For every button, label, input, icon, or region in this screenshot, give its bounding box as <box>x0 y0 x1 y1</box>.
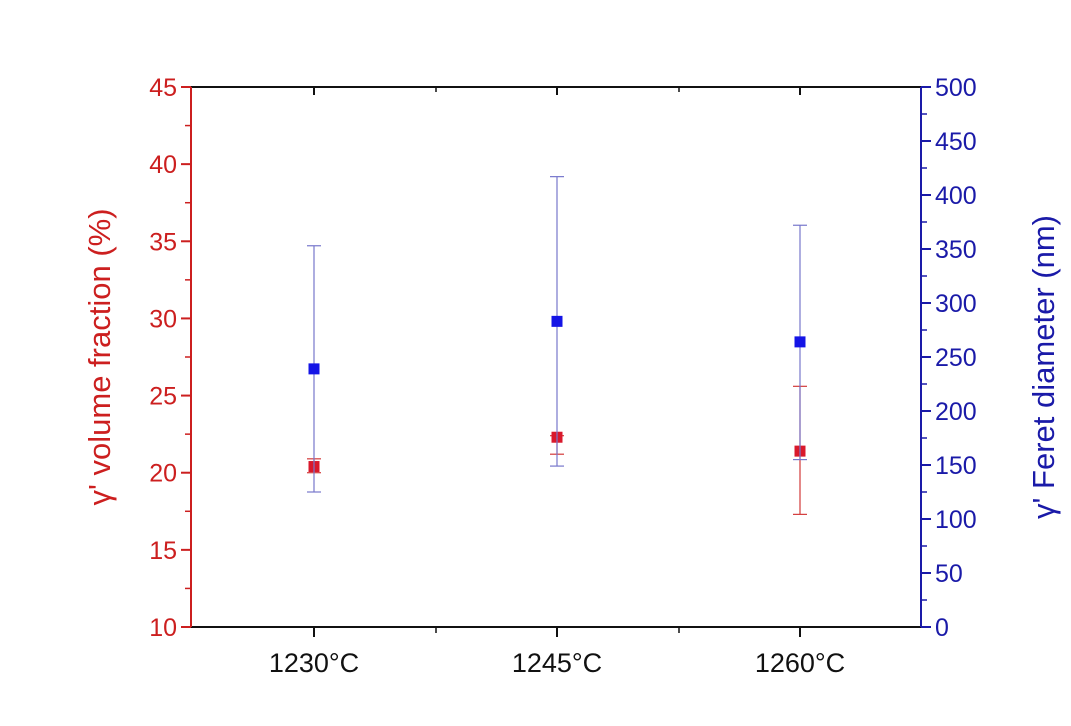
feret-diameter-point <box>551 315 563 327</box>
right-tick-label: 100 <box>935 506 977 534</box>
right-tick-label: 350 <box>935 236 977 264</box>
x-tick-label: 1245°C <box>512 648 602 678</box>
feret-diameter-point <box>308 363 320 375</box>
left-tick-label: 40 <box>149 151 177 179</box>
left-y-axis: 10 15 20 25 30 35 40 45 <box>149 74 192 642</box>
left-tick-label: 15 <box>149 537 177 565</box>
right-tick-label: 250 <box>935 344 977 372</box>
right-axis-title: γ' Feret diameter (nm) <box>1026 215 1061 519</box>
right-y-axis: 0 50 100 150 200 250 300 350 400 450 500 <box>920 74 977 642</box>
left-tick-label: 35 <box>149 228 177 256</box>
right-tick-label: 150 <box>935 452 977 480</box>
right-tick-label: 50 <box>935 560 963 588</box>
right-tick-label: 200 <box>935 398 977 426</box>
left-axis-title: γ' volume fraction (%) <box>82 208 117 505</box>
left-tick-label: 45 <box>149 74 177 102</box>
x-axis: 1230°C 1245°C 1260°C <box>269 87 845 678</box>
left-tick-label: 10 <box>149 614 177 642</box>
data-marks <box>307 176 807 515</box>
x-tick-label: 1230°C <box>269 648 359 678</box>
right-tick-label: 400 <box>935 182 977 210</box>
feret-diameter-point <box>794 336 806 348</box>
right-tick-label: 500 <box>935 74 977 102</box>
x-tick-label: 1260°C <box>755 648 845 678</box>
right-tick-label: 300 <box>935 290 977 318</box>
left-tick-label: 30 <box>149 305 177 333</box>
right-tick-label: 450 <box>935 128 977 156</box>
left-tick-label: 25 <box>149 383 177 411</box>
left-tick-label: 20 <box>149 460 177 488</box>
right-tick-label: 0 <box>935 614 949 642</box>
